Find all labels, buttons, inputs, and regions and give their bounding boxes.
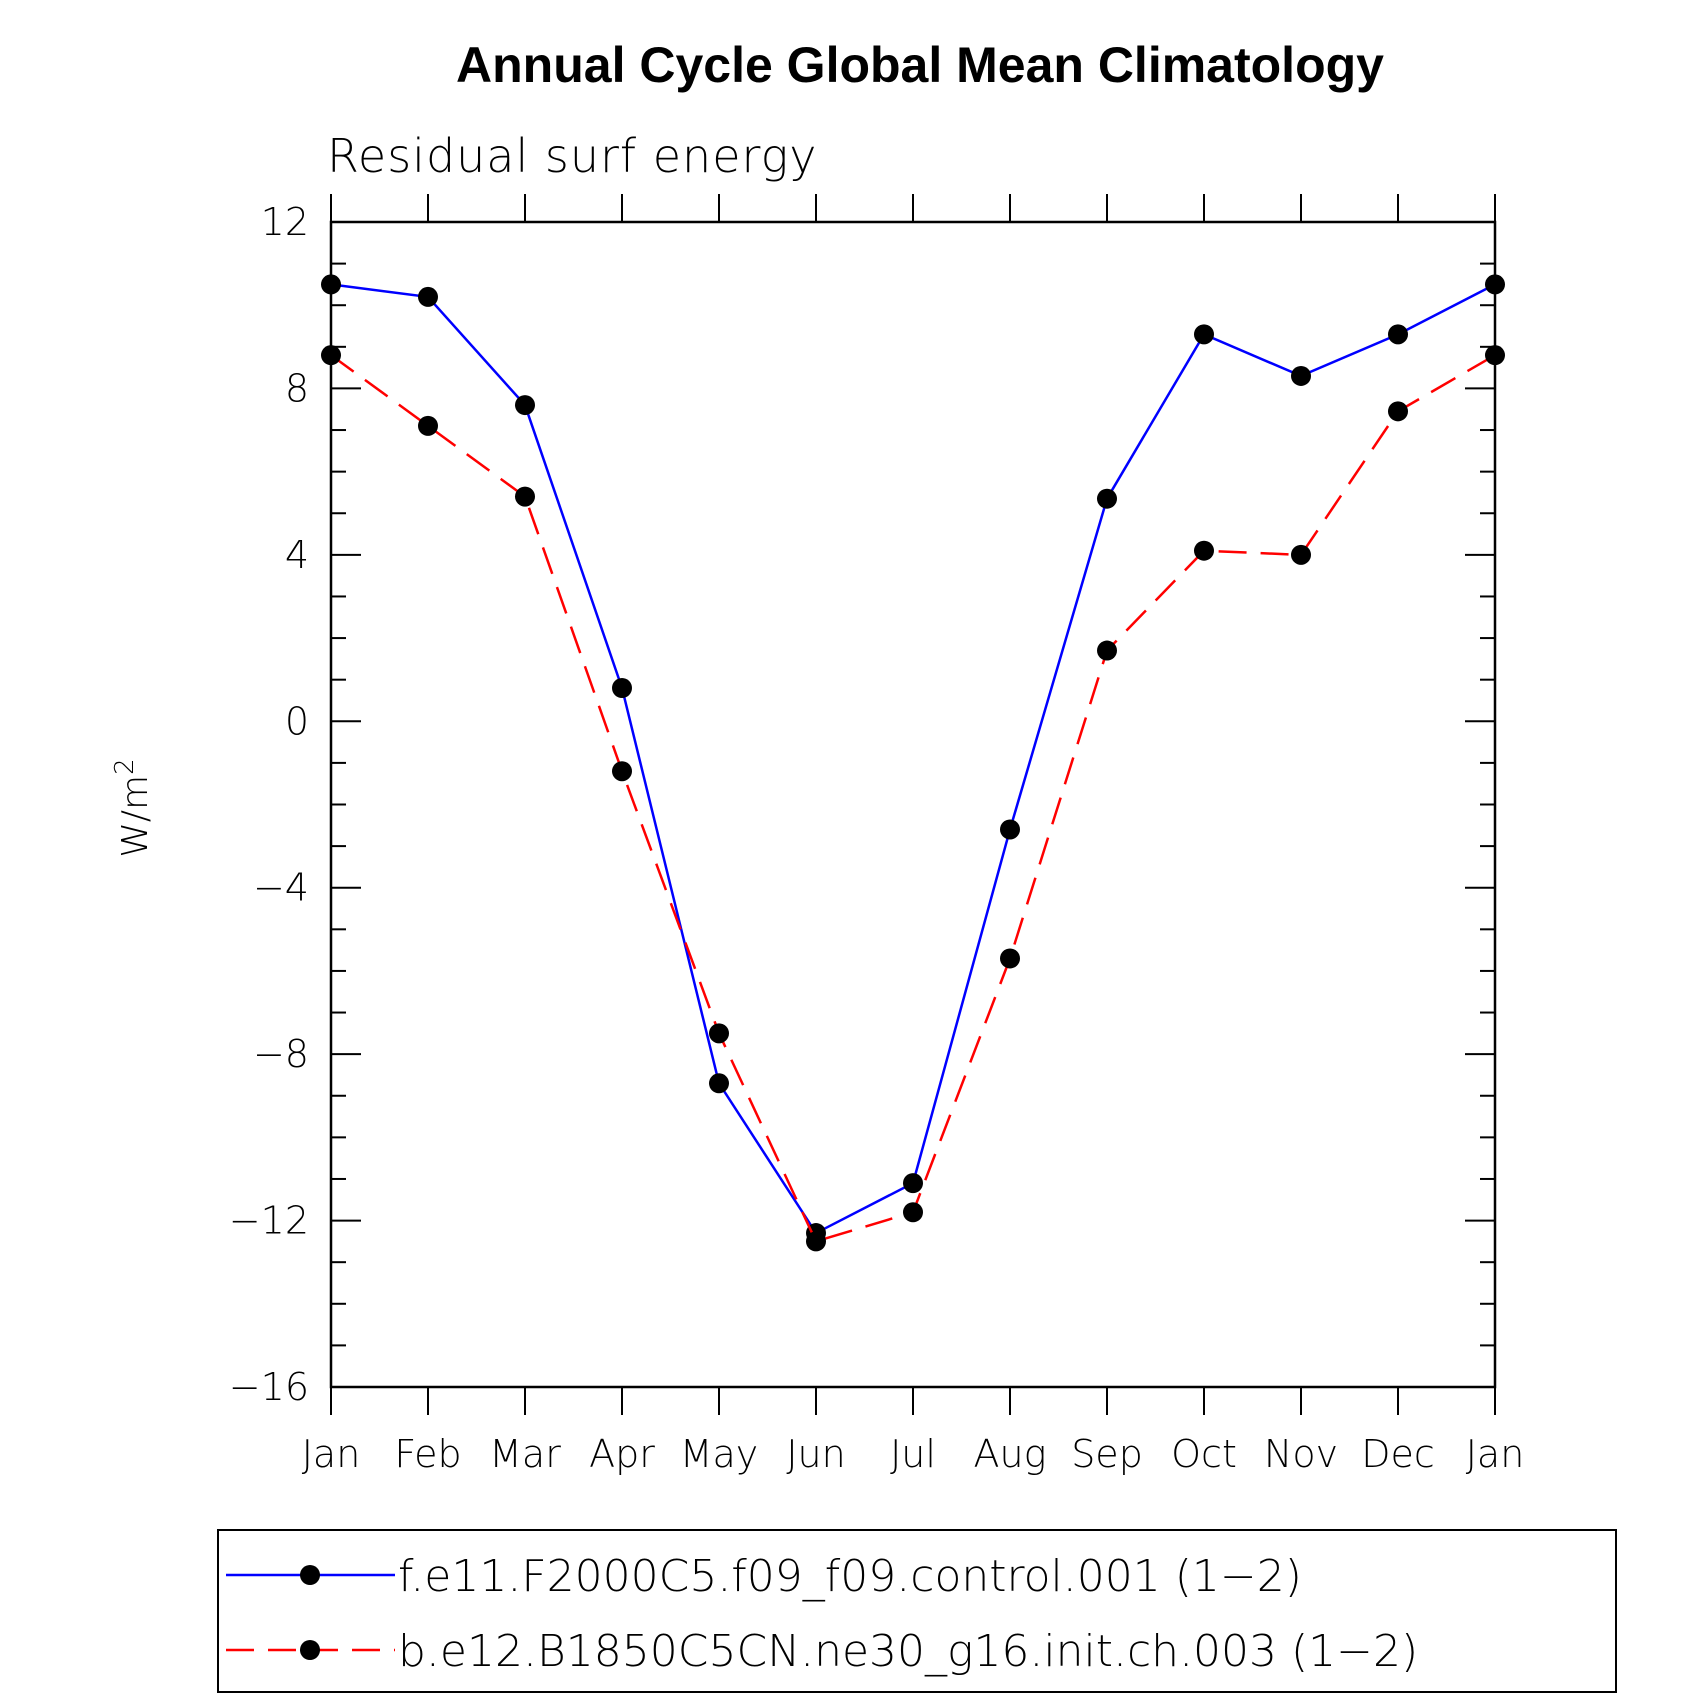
- data-point-series-2: [515, 486, 535, 507]
- data-point-series-2: [903, 1202, 923, 1223]
- data-point-series-2: [1097, 640, 1117, 661]
- data-point-series-1: [1291, 365, 1311, 386]
- data-point-series-2: [709, 1023, 729, 1044]
- data-point-series-1: [903, 1173, 923, 1194]
- data-point-series-2: [612, 761, 632, 782]
- chart-title: Annual Cycle Global Mean Climatology: [456, 37, 1384, 93]
- data-point-series-1: [709, 1073, 729, 1094]
- data-point-series-1: [321, 274, 341, 295]
- y-tick-label: 8: [285, 366, 309, 410]
- x-tick-label: Apr: [589, 1432, 655, 1476]
- data-point-series-1: [612, 678, 632, 698]
- plot-area: 12 8 4 0 −4 −8 −12 −16 Jan Feb Mar Apr May Jun Jul Aug S…: [110, 194, 1524, 1476]
- data-point-series-2: [1000, 948, 1020, 969]
- x-tick-label: Jul: [890, 1432, 936, 1476]
- series-line-2: [330, 354, 1496, 1243]
- y-tick-label: −12: [229, 1199, 309, 1243]
- data-point-series-1: [515, 395, 535, 416]
- y-tick-label: −4: [253, 866, 309, 910]
- legend-box: [217, 1529, 1617, 1693]
- legend-label-2: b.e12.B1850C5CN.ne30_g16.init.ch.003 (1−…: [398, 1626, 1418, 1677]
- legend: f.e11.F2000C5.f09_f09.control.001 (1−2) b…: [217, 1529, 1617, 1693]
- x-tick-label: Feb: [394, 1432, 461, 1476]
- chart-subtitle: Residual surf energy: [327, 129, 817, 183]
- data-point-series-2: [1291, 544, 1311, 565]
- y-tick-label: −16: [229, 1365, 309, 1409]
- x-tick-label: Jan: [1466, 1432, 1525, 1476]
- series-line-1: [330, 283, 1496, 1235]
- y-axis-label: W/m2: [110, 758, 156, 857]
- x-tick-label: Oct: [1171, 1432, 1237, 1476]
- y-tick-label: −8: [253, 1032, 309, 1076]
- data-point-series-1: [1000, 819, 1020, 840]
- y-tick-label: 4: [285, 533, 309, 577]
- data-point-series-1: [1388, 324, 1408, 345]
- data-point-series-1: [418, 286, 438, 307]
- data-point-series-2: [1194, 540, 1214, 561]
- legend-marker-2: [300, 1640, 320, 1660]
- legend-label-1: f.e11.F2000C5.f09_f09.control.001 (1−2): [398, 1551, 1302, 1602]
- data-point-series-1: [1485, 274, 1505, 295]
- y-tick-label: 12: [261, 200, 309, 244]
- legend-marker-1: [300, 1565, 320, 1585]
- data-point-series-1: [1097, 488, 1117, 509]
- x-tick-label: Jan: [302, 1432, 361, 1476]
- data-point-series-2: [1485, 345, 1505, 366]
- data-point-series-2: [418, 415, 438, 436]
- x-tick-label: May: [680, 1432, 759, 1476]
- data-point-series-2: [321, 345, 341, 366]
- x-tick-label: Sep: [1071, 1432, 1143, 1476]
- data-point-series-1: [1194, 324, 1214, 345]
- y-tick-label: 0: [285, 699, 309, 743]
- x-tick-label: Aug: [974, 1432, 1047, 1476]
- x-tick-label: Jun: [786, 1432, 845, 1476]
- data-point-series-2: [806, 1231, 826, 1252]
- x-tick-label: Nov: [1264, 1432, 1338, 1476]
- data-point-series-2: [1388, 401, 1408, 422]
- x-tick-label: Dec: [1361, 1432, 1435, 1476]
- x-tick-label: Mar: [489, 1432, 561, 1476]
